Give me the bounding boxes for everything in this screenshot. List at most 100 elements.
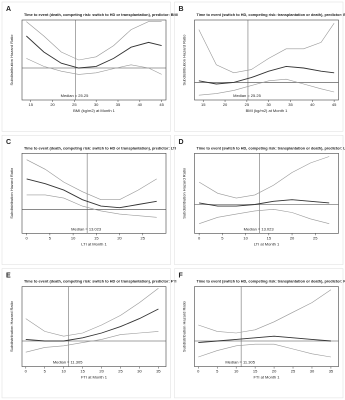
- x-tick-label: 15: [201, 102, 206, 107]
- median-label: Median = 25.25: [61, 93, 89, 98]
- x-tick-label: 15: [80, 369, 85, 374]
- y-axis-label: Subdistribution Hazard Ratio: [182, 300, 187, 352]
- x-tick-label: 35: [329, 369, 334, 374]
- panel-frame: [174, 268, 344, 399]
- estimate-line: [26, 178, 157, 209]
- x-axis-label: BMI (kg/m2) at Month 1: [246, 108, 289, 113]
- x-tick-label: 35: [116, 102, 121, 107]
- panel-frame: [1, 135, 171, 265]
- y-axis-label: Subdistribution Hazard Ratio: [9, 34, 14, 86]
- estimate-line: [26, 35, 162, 69]
- confidence-line: [26, 194, 157, 218]
- panel-letter: C: [6, 139, 11, 146]
- x-tick-label: 20: [290, 235, 295, 240]
- estimate-line: [199, 199, 330, 207]
- median-label: Median = 11.305: [225, 360, 255, 365]
- x-tick-label: 25: [313, 235, 318, 240]
- x-tick-label: 5: [216, 369, 219, 374]
- panel-frame: [1, 268, 171, 399]
- confidence-line: [198, 78, 335, 96]
- x-axis-label: BMI (kg/m2) at Month 1: [73, 108, 116, 113]
- panel-title: Time to event (death, competing risk: sw…: [24, 280, 176, 284]
- y-axis-label: Subdistribution Hazard Ratio: [9, 300, 14, 352]
- x-tick-label: 0: [197, 369, 200, 374]
- y-axis-label: Subdistribution Hazard Ratio: [182, 34, 187, 86]
- x-axis-label: FTI at Month 1: [253, 375, 280, 380]
- x-tick-label: 35: [288, 102, 293, 107]
- panel-title: Time to event (switch to HD, competing r…: [197, 146, 345, 150]
- plot-area: [21, 19, 167, 101]
- x-tick-label: 10: [71, 235, 76, 240]
- confidence-line: [198, 289, 332, 334]
- y-axis-label: Subdistribution Hazard Ratio: [182, 167, 187, 219]
- x-tick-label: 30: [137, 369, 142, 374]
- x-tick-label: 30: [266, 102, 271, 107]
- x-tick-label: 25: [72, 102, 77, 107]
- confidence-line: [25, 287, 159, 337]
- confidence-line: [26, 21, 162, 61]
- x-tick-label: 25: [118, 369, 123, 374]
- x-axis-label: LTI at Month 1: [254, 241, 280, 246]
- x-tick-label: 5: [44, 369, 47, 374]
- x-tick-label: 20: [99, 369, 104, 374]
- x-tick-label: 45: [332, 102, 337, 107]
- panel-letter: B: [179, 6, 184, 13]
- plot-area: [194, 19, 339, 101]
- plot-area: [21, 286, 167, 367]
- x-tick-label: 10: [234, 369, 239, 374]
- x-tick-label: 15: [94, 235, 99, 240]
- confidence-line: [26, 159, 157, 200]
- x-tick-label: 5: [49, 235, 52, 240]
- confidence-line: [198, 156, 330, 199]
- plot-area: [194, 286, 339, 367]
- panel-title: Time to event (switch to HD, competing r…: [197, 280, 345, 284]
- confidence-line: [26, 58, 162, 75]
- plot-area: [194, 153, 339, 234]
- confidence-line: [199, 208, 330, 224]
- panel-title: Time to event (death, competing risk: sw…: [24, 13, 178, 17]
- x-tick-label: 5: [221, 235, 224, 240]
- x-tick-label: 30: [310, 369, 315, 374]
- panel-title: Time to event (death, competing risk: sw…: [24, 146, 176, 150]
- x-tick-label: 25: [141, 235, 146, 240]
- x-tick-label: 25: [245, 102, 250, 107]
- x-tick-label: 25: [291, 369, 296, 374]
- median-label: Median = 13.023: [244, 226, 275, 231]
- x-tick-label: 45: [159, 102, 164, 107]
- x-axis-label: LTI at Month 1: [81, 241, 107, 246]
- x-tick-label: 20: [272, 369, 277, 374]
- x-axis-label: FTI at Month 1: [81, 375, 108, 380]
- plot-area: [21, 153, 167, 234]
- y-axis-label: Subdistribution Hazard Ratio: [9, 167, 14, 219]
- median-label: Median = 13.023: [71, 226, 102, 231]
- panel-frame: [1, 1, 171, 132]
- x-tick-label: 35: [156, 369, 161, 374]
- estimate-line: [25, 308, 159, 342]
- panel-frame: [174, 1, 344, 132]
- panel-letter: D: [179, 139, 184, 146]
- panel-letter: A: [6, 6, 11, 13]
- x-tick-label: 10: [61, 369, 66, 374]
- panel-title: Time to event (switch to HD, competing r…: [197, 13, 345, 17]
- x-tick-label: 0: [198, 235, 201, 240]
- x-tick-label: 10: [243, 235, 248, 240]
- x-tick-label: 20: [223, 102, 228, 107]
- median-label: Median = 11.305: [53, 360, 83, 365]
- x-tick-label: 30: [94, 102, 99, 107]
- x-tick-label: 15: [267, 235, 272, 240]
- median-label: Median = 25.25: [233, 93, 261, 98]
- confidence-line: [198, 23, 335, 74]
- confidence-line: [198, 343, 331, 358]
- panel-letter: F: [179, 272, 184, 279]
- x-tick-label: 40: [138, 102, 143, 107]
- estimate-line: [198, 335, 331, 344]
- estimate-line: [198, 65, 335, 85]
- panel-letter: E: [6, 272, 11, 279]
- x-tick-label: 15: [253, 369, 258, 374]
- x-tick-label: 40: [310, 102, 315, 107]
- x-tick-label: 0: [26, 235, 29, 240]
- x-tick-label: 15: [29, 102, 34, 107]
- x-tick-label: 20: [117, 235, 122, 240]
- confidence-line: [25, 331, 159, 353]
